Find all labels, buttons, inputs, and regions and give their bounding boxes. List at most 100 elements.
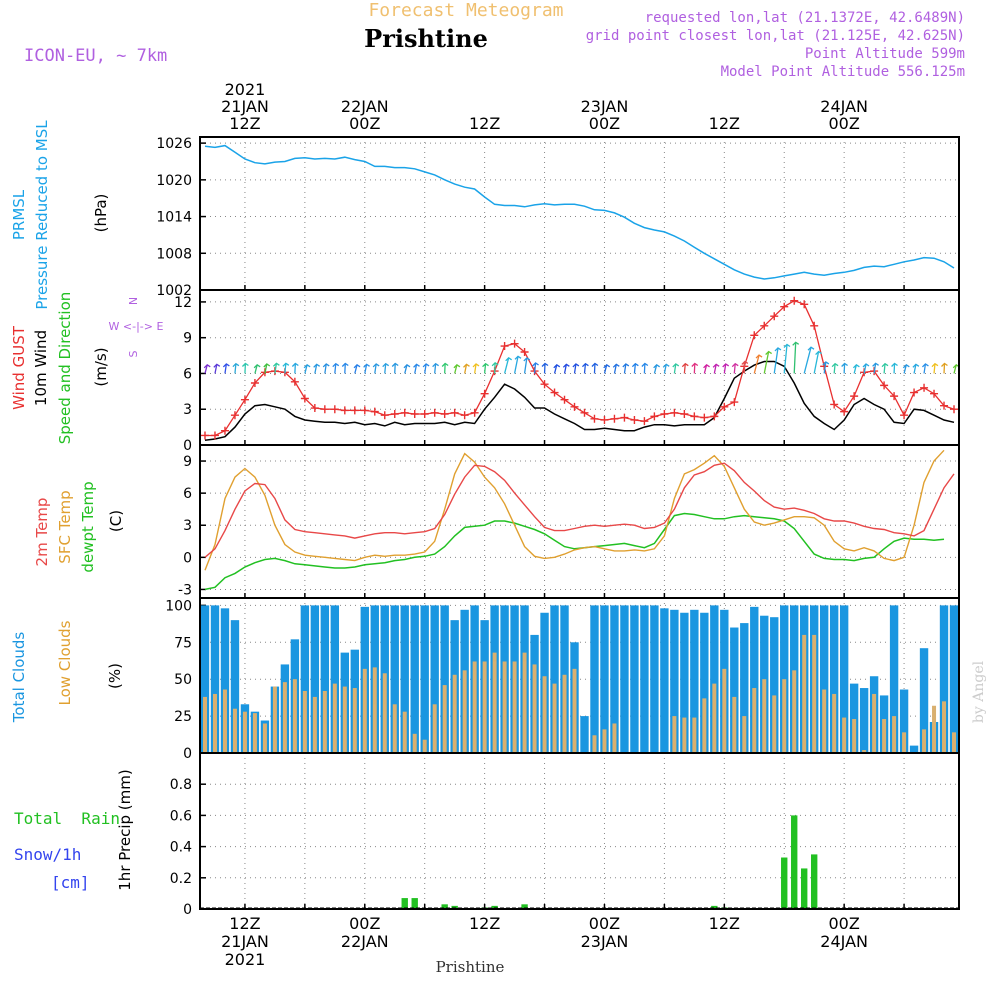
- wind-arrow: [493, 362, 496, 374]
- rain-bar: [451, 905, 458, 909]
- wind-arrow-head: [253, 363, 261, 369]
- total-cloud-bar: [819, 605, 829, 753]
- y-tick-label: 0.4: [170, 840, 192, 856]
- model-point-altitude: Model Point Altitude 556.125m: [721, 64, 965, 80]
- low-cloud-bar: [472, 661, 477, 753]
- t2m-label: 2m Temp: [33, 498, 51, 567]
- low-cloud-bar: [722, 668, 727, 753]
- bottom-time-label: 23JAN: [581, 932, 629, 951]
- gust-marker: [210, 431, 219, 440]
- gust-marker: [400, 408, 409, 417]
- wind-arrow-head: [353, 363, 361, 369]
- gust-marker: [700, 413, 709, 422]
- y-tick-label: 6: [183, 486, 192, 502]
- wind-arrow: [773, 347, 779, 374]
- total-cloud-bar: [650, 605, 659, 753]
- wind-arrow: [743, 361, 746, 374]
- low-cloud-bar: [742, 716, 747, 753]
- gust-marker: [830, 400, 839, 409]
- wind-arrow-head: [941, 362, 948, 367]
- footer-station: Prishtine: [436, 958, 505, 976]
- gust-marker: [610, 414, 619, 423]
- gust-marker: [660, 410, 669, 418]
- wind-arrow-head: [662, 363, 670, 368]
- low-cloud-bar: [342, 686, 347, 753]
- total-cloud-bar: [210, 605, 220, 753]
- wind-arrow: [234, 363, 237, 374]
- wind-arrow-head: [912, 363, 920, 368]
- total-cloud-bar: [550, 605, 559, 753]
- low-cloud-bar: [702, 698, 707, 753]
- panel-frame: [199, 752, 960, 910]
- wind-arrow: [284, 363, 287, 374]
- gust-marker: [510, 339, 519, 348]
- temp-side-labels: 2m Temp SFC Temp dewpt Temp (C): [33, 481, 125, 572]
- low-cloud-bar: [442, 685, 447, 753]
- gust-marker: [570, 402, 579, 411]
- gust-marker: [600, 415, 609, 424]
- temperature-panel: -3 0 3 6 9: [178, 444, 960, 599]
- low-cloud-bar: [372, 667, 377, 753]
- gust-marker: [230, 411, 239, 420]
- gust-marker: [760, 321, 769, 330]
- wind-arrow-head: [213, 363, 221, 368]
- gust-marker: [950, 405, 959, 414]
- gust-marker: [780, 302, 789, 311]
- bottom-time-label: 24JAN: [820, 932, 868, 951]
- total-cloud-bar: [400, 605, 409, 753]
- gust-marker: [360, 406, 369, 415]
- pressure-line: [204, 144, 955, 280]
- gust-marker: [810, 321, 819, 330]
- wind-arrow-head: [792, 341, 800, 346]
- y-tick-label: 3: [183, 518, 192, 534]
- bottom-time-label: 12Z: [229, 914, 260, 933]
- gust-marker: [880, 381, 889, 390]
- low-cloud-bar: [822, 689, 827, 753]
- wind-arrow: [384, 363, 387, 374]
- total-cloud-bar: [710, 605, 719, 753]
- wind-arrow: [603, 364, 608, 374]
- low-cloud-bar: [932, 705, 937, 753]
- total-cloud-bar: [730, 627, 739, 753]
- wind-arrow-head: [562, 363, 570, 368]
- total-cloud-bar: [829, 605, 839, 753]
- low-cloud-bar: [552, 683, 557, 753]
- cloud-unit-label: (%): [106, 663, 124, 689]
- low-cloud-bar: [242, 711, 247, 753]
- wind-arrow: [683, 363, 686, 374]
- wind-arrow-head: [291, 362, 299, 367]
- top-time-label: 00Z: [349, 114, 380, 133]
- wind-arrow: [304, 364, 308, 374]
- watermark: by Angel: [971, 660, 987, 723]
- wind-arrow-head: [641, 362, 649, 367]
- low-cloud-bar: [452, 674, 457, 753]
- wind-arrow-head: [931, 362, 939, 368]
- low-cloud-bar: [392, 704, 397, 753]
- wind-panel: 0 3 6 9 12: [174, 289, 960, 454]
- wind-arrow-head: [472, 363, 480, 368]
- pressure-unit-label: (hPa): [92, 194, 110, 233]
- gust-marker: [540, 380, 549, 389]
- wind-arrow: [663, 364, 667, 374]
- wind-arrow-head: [755, 354, 763, 359]
- wind-arrow-head: [222, 363, 230, 368]
- wind-arrow-head: [572, 363, 580, 368]
- gust-marker: [410, 410, 419, 418]
- wind-arrow: [883, 363, 886, 374]
- low-cloud-bar: [502, 661, 507, 753]
- total-cloud-bar: [310, 605, 320, 753]
- wind-arrow-head: [631, 362, 639, 368]
- wind-arrow-head: [852, 363, 860, 369]
- top-time-label: 24JAN: [820, 97, 868, 116]
- t2m-line: [204, 462, 955, 558]
- total-cloud-bar: [200, 605, 210, 753]
- gust-marker: [220, 426, 229, 435]
- low-cloud-bar: [512, 661, 517, 753]
- wind-arrow-head: [523, 357, 531, 362]
- gust-marker: [650, 412, 659, 421]
- wind-arrow-head: [505, 356, 513, 362]
- wind-arrow-head: [807, 346, 815, 351]
- low-cloud-bar: [542, 676, 547, 753]
- low-cloud-bar: [852, 719, 857, 753]
